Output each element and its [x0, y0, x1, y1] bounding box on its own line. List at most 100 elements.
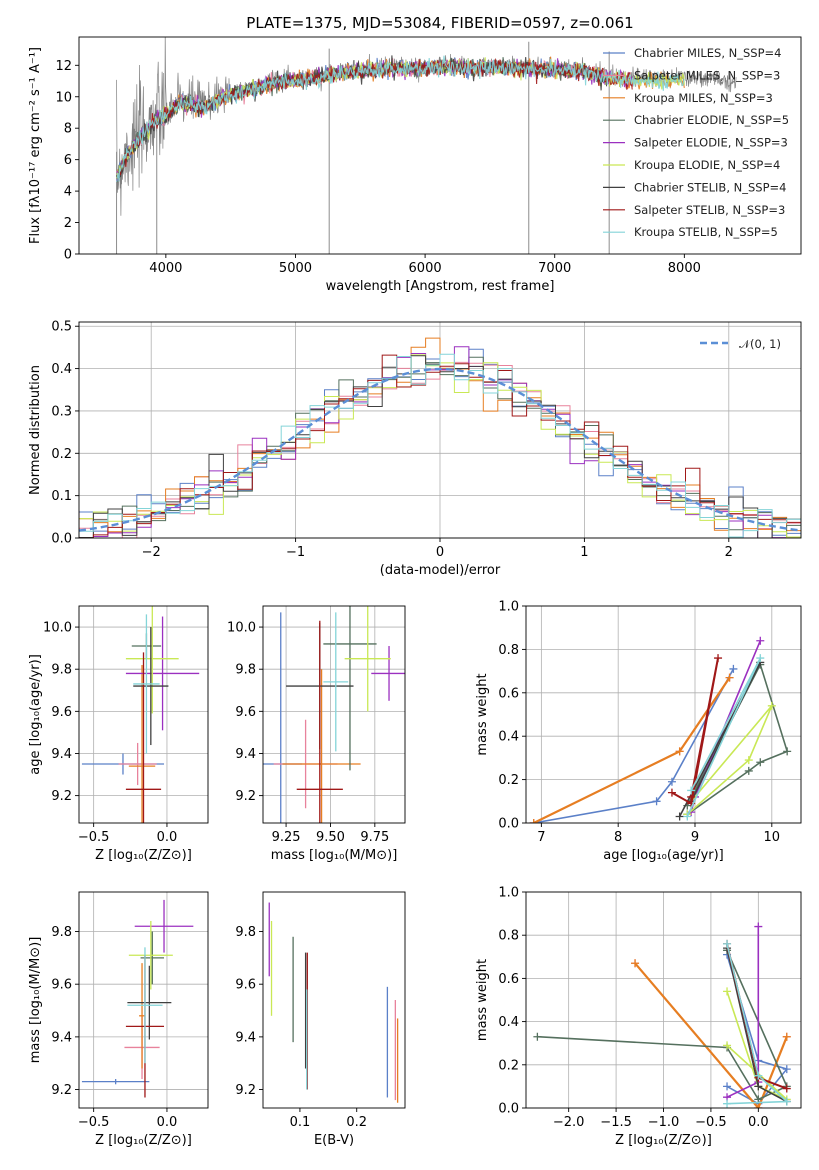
histogram-steps	[79, 337, 801, 538]
y-tick-label: 9.4	[51, 747, 72, 762]
weight-series-line	[537, 949, 788, 1101]
y-tick-label: 0.2	[498, 1058, 519, 1073]
y-tick-label: 9.8	[51, 663, 72, 678]
x-tick-label: 10	[764, 830, 781, 845]
legend-entry: Kroupa STELIB, N_SSP=5	[634, 225, 778, 239]
y-tick-label: 9.8	[235, 925, 256, 940]
weight-point-marker	[782, 1097, 791, 1106]
weight-point-marker	[729, 664, 738, 673]
y-axis-label: Normed distribution	[28, 365, 43, 495]
x-axis-label: (data-model)/error	[380, 563, 501, 578]
x-tick-label: 1	[580, 545, 588, 560]
weight-point-marker	[783, 747, 792, 756]
y-tick-label: 0.2	[498, 773, 519, 788]
y-tick-label: 0.4	[51, 362, 72, 377]
legend-entry: Salpeter STELIB, N_SSP=3	[634, 203, 785, 217]
weight-point-marker	[675, 812, 684, 821]
x-tick-label: −1.0	[648, 1115, 680, 1130]
weight-point-marker	[631, 959, 640, 968]
errorbars	[81, 606, 200, 823]
y-tick-label: 9.2	[51, 789, 72, 804]
weight-point-marker	[754, 1104, 763, 1108]
residual-histogram-panel: −2 −1 0 1 2 0.0 0.1 0.2 0.3 0.4 0.5 (data-model)/er…	[28, 320, 802, 578]
y-tick-label: 2	[64, 216, 72, 231]
y-tick-label: 4	[64, 185, 72, 200]
weight-point-marker	[667, 777, 676, 786]
weight-point-marker	[782, 1032, 791, 1041]
plot-frame	[525, 605, 802, 824]
weight-point-marker	[723, 987, 732, 996]
weight-point-marker	[754, 1071, 763, 1080]
x-tick-label: −0.5	[78, 830, 110, 845]
y-tick-label: 0.8	[498, 643, 519, 658]
x-tick-label: −1	[286, 545, 305, 560]
x-axis-label: E(B-V)	[314, 1133, 354, 1148]
y-tick-label: 9.8	[51, 925, 72, 940]
weight-series-line	[686, 657, 762, 817]
errorbars	[268, 902, 399, 1103]
x-tick-label: 8	[614, 830, 622, 845]
legend-entry: Chabrier ELODIE, N_SSP=5	[634, 113, 789, 127]
y-tick-label: 6	[64, 153, 72, 168]
y-tick-label: 0.0	[498, 817, 519, 832]
y-axis-label: mass weight	[475, 673, 490, 755]
y-tick-label: 0.8	[498, 929, 519, 944]
y-tick-label: 9.6	[235, 978, 256, 993]
weight-point-marker	[744, 766, 753, 775]
y-tick-label: 9.2	[51, 1083, 72, 1098]
weight-point-marker	[687, 786, 696, 795]
weight-point-marker	[756, 758, 765, 767]
y-axis-label: mass [log₁₀(M/M⊙)]	[28, 937, 43, 1064]
y-tick-label: 9.8	[235, 663, 256, 678]
y-axis-label: Flux [fλ10⁻¹⁷ erg cm⁻² s⁻¹ A⁻¹]	[28, 47, 43, 244]
x-tick-label: 9.25	[272, 830, 301, 845]
x-tick-label: 7	[537, 830, 545, 845]
weight-point-marker	[756, 636, 765, 645]
weight-point-marker	[744, 756, 753, 765]
weight-point-marker	[767, 701, 776, 710]
y-tick-label: 9.4	[235, 1030, 256, 1045]
legend-entry: Chabrier MILES, N_SSP=4	[634, 46, 781, 60]
y-tick-label: 9.2	[235, 789, 256, 804]
x-tick-label: −1.5	[600, 1115, 632, 1130]
y-tick-label: 9.6	[51, 978, 72, 993]
x-tick-label: −0.5	[78, 1115, 110, 1130]
x-tick-label: −2.0	[553, 1115, 585, 1130]
y-tick-label: 9.4	[235, 747, 256, 762]
x-axis-label: mass [log₁₀(M/M⊙)]	[271, 848, 398, 863]
y-tick-label: 0.6	[498, 972, 519, 987]
y-tick-label: 12	[55, 59, 72, 74]
x-tick-label: 7000	[538, 261, 571, 276]
legend-entry: 𝒩(0, 1)	[739, 337, 781, 351]
weight-point-marker	[533, 1032, 542, 1041]
weight-point-marker	[675, 747, 684, 756]
y-tick-label: 10.0	[227, 621, 256, 636]
y-tick-label: 0.0	[51, 532, 72, 547]
y-tick-label: 9.6	[235, 705, 256, 720]
weight-point-marker	[723, 1041, 732, 1050]
histogram-series	[79, 353, 801, 538]
weight-point-marker	[723, 1099, 732, 1108]
weight-vs-age-panel: 7 8 9 10 0.0 0.2 0.4 0.6 0.8 1.0 age [log₁₀(age/yr…	[475, 600, 802, 863]
errorbars	[263, 606, 405, 823]
weight-series-line	[686, 705, 773, 815]
y-tick-label: 1.0	[498, 886, 519, 901]
mass-vs-metallicity-panel: −0.5 0.0 9.2 9.4 9.6 9.8 Z [log₁₀(Z/Z⊙)] mass […	[28, 891, 209, 1148]
x-tick-label: 0.0	[157, 1115, 178, 1130]
y-tick-label: 0.5	[51, 320, 72, 335]
age-vs-metallicity-panel: −0.5 0.0 9.2 9.4 9.6 9.8 10.0 Z [log₁₀(Z/Z⊙)] ag…	[28, 605, 209, 863]
y-tick-label: 1.0	[498, 600, 519, 615]
x-axis-label: age [log₁₀(age/yr)]	[603, 848, 724, 863]
x-tick-label: 9.75	[360, 830, 389, 845]
x-tick-label: −0.5	[695, 1115, 727, 1130]
y-tick-label: 0.4	[498, 1015, 519, 1030]
weight-lines	[533, 922, 791, 1108]
legend-entry: Kroupa MILES, N_SSP=3	[634, 91, 773, 105]
weight-point-marker	[652, 797, 661, 806]
model-spectrum-line	[116, 55, 608, 182]
weight-point-marker	[754, 1082, 763, 1091]
y-tick-label: 10.0	[43, 621, 72, 636]
weight-point-marker	[714, 654, 723, 663]
errorbars	[81, 899, 194, 1098]
